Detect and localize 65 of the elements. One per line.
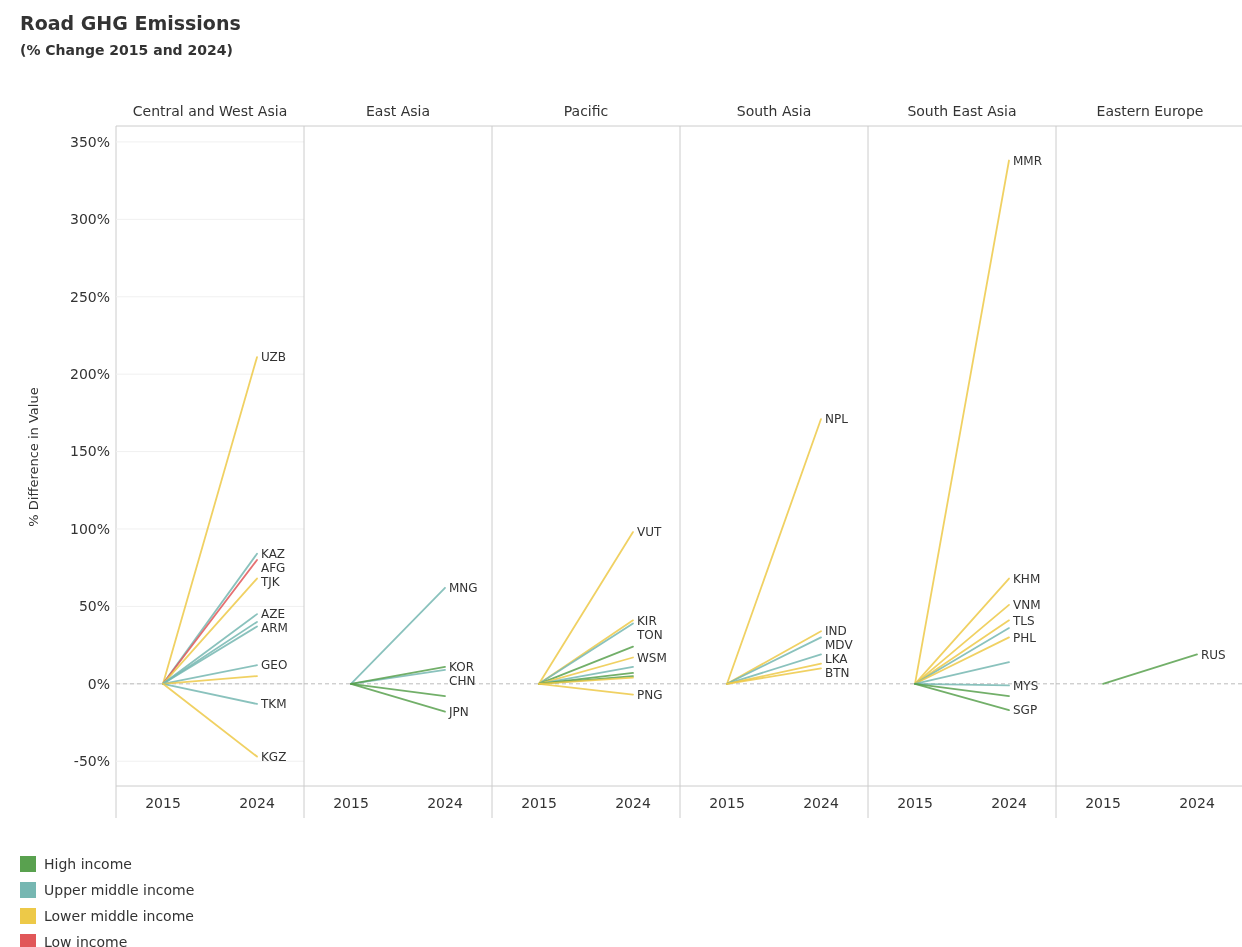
x-tick-label: 2024 — [615, 795, 651, 811]
y-tick-label: -50% — [73, 753, 110, 770]
series-label: MDV — [825, 638, 854, 653]
series-label: UZB — [261, 350, 287, 365]
y-tick-label: 0% — [87, 675, 110, 692]
chart-title: South East Asia — [907, 103, 1017, 119]
chart-title: Central and West Asia — [132, 103, 288, 119]
chart-title: East Asia — [366, 103, 430, 119]
text: (% Change 2015 and 2024) — [20, 42, 233, 58]
series-label: VUT — [637, 525, 662, 540]
series-label: WSM — [637, 650, 667, 665]
chart-title: Pacific — [563, 103, 609, 119]
y-tick-label: 300% — [69, 211, 110, 228]
category-label: Upper middle income — [44, 882, 195, 898]
series-label: VNM — [1013, 598, 1041, 613]
series-label: NPL — [825, 412, 849, 427]
category-label: Low income — [44, 934, 128, 947]
series-label: IND — [825, 624, 847, 639]
series-label: TLS — [1012, 613, 1035, 628]
series-label: PNG — [637, 687, 663, 702]
series-label: KIR — [637, 613, 657, 628]
series-label: ARM — [261, 621, 288, 636]
series-label: AFG — [261, 560, 286, 575]
category-label: Lower middle income — [44, 908, 194, 924]
chart-title: South Asia — [736, 103, 812, 119]
series-label: CHN — [449, 673, 476, 688]
series-label: LKA — [825, 652, 849, 667]
series-label: KAZ — [261, 546, 286, 561]
series-label: KOR — [449, 659, 474, 674]
y-axis-title: % Difference in Value — [26, 387, 41, 527]
series-label: BTN — [825, 666, 850, 681]
text: Road GHG Emissions — [20, 12, 241, 34]
x-tick-label: 2024 — [427, 795, 463, 811]
series-label: PHL — [1013, 630, 1037, 645]
series-label: KGZ — [261, 749, 287, 764]
y-tick-label: 250% — [69, 288, 110, 305]
y-tick-label: 200% — [69, 366, 110, 383]
series-label: MMR — [1013, 153, 1043, 168]
x-tick-label: 2024 — [1179, 795, 1215, 811]
series-label: TKM — [260, 697, 287, 712]
x-tick-label: 2015 — [521, 795, 557, 811]
x-tick-label: 2024 — [991, 795, 1027, 811]
x-tick-label: 2015 — [897, 795, 933, 811]
series-label: JPN — [448, 704, 469, 719]
x-tick-label: 2015 — [709, 795, 745, 811]
series-label: MNG — [449, 581, 478, 596]
x-tick-label: 2015 — [1085, 795, 1121, 811]
series-label: TON — [636, 627, 663, 642]
series-label: RUS — [1201, 647, 1226, 662]
y-tick-label: 350% — [69, 133, 110, 150]
y-tick-label: 100% — [69, 520, 110, 537]
x-tick-label: 2024 — [239, 795, 275, 811]
y-tick-label: 150% — [69, 443, 110, 460]
chart-title: Eastern Europe — [1096, 103, 1204, 119]
x-tick-label: 2024 — [803, 795, 839, 811]
x-tick-label: 2015 — [145, 795, 181, 811]
x-tick-label: 2015 — [333, 795, 369, 811]
series-label: MYS — [1013, 678, 1039, 693]
series-label: KHM — [1013, 571, 1041, 586]
series-label: GEO — [261, 658, 288, 673]
category-label: High income — [44, 856, 132, 872]
y-tick-label: 50% — [78, 598, 110, 615]
series-label: AZE — [261, 607, 286, 622]
series-label: SGP — [1013, 703, 1038, 718]
series-label: TJK — [260, 574, 281, 589]
